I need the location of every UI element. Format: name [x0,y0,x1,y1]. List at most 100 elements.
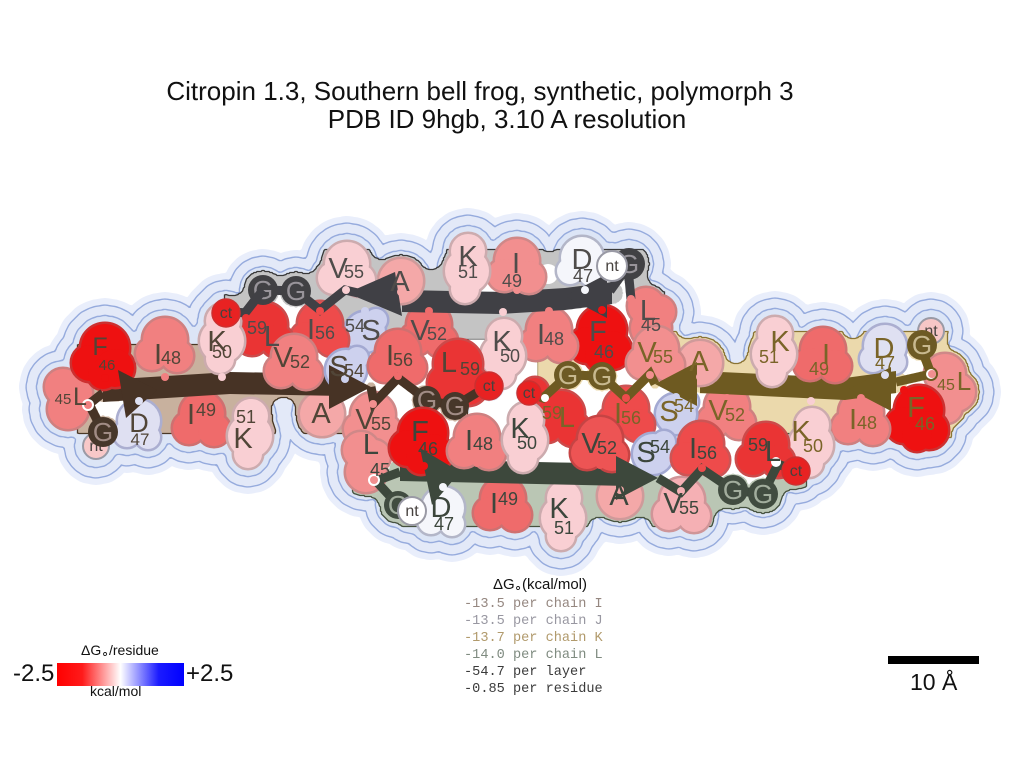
svg-text:F: F [411,416,429,448]
svg-text:46: 46 [594,342,614,362]
svg-text:ct: ct [523,385,536,402]
svg-text:kcal/mol: kcal/mol [90,683,141,699]
svg-text:G: G [723,475,743,505]
svg-text:nt: nt [405,503,419,520]
svg-text:V: V [410,315,430,347]
svg-text:PDB ID 9hgb, 3.10 A resolution: PDB ID 9hgb, 3.10 A resolution [328,104,686,134]
svg-text:49: 49 [196,400,216,420]
svg-text:G: G [558,360,578,390]
svg-text:51: 51 [759,347,779,367]
svg-text:-54.7 per layer: -54.7 per layer [464,665,586,680]
svg-text:I: I [512,248,520,280]
svg-text:V: V [328,253,348,285]
svg-text:∘: ∘ [101,646,109,661]
svg-text:V: V [708,395,728,427]
svg-text:I: I [187,399,195,431]
svg-text:46: 46 [99,357,116,374]
svg-text:K: K [791,416,811,448]
svg-text:G: G [93,417,113,447]
svg-text:V: V [663,488,683,520]
svg-text:54: 54 [650,437,670,457]
svg-text:45: 45 [641,315,661,335]
svg-text:V: V [581,428,601,460]
svg-text:A: A [390,266,410,298]
svg-text:54: 54 [345,316,365,336]
svg-text:F: F [92,333,107,361]
svg-text:∘: ∘ [514,580,522,595]
svg-text:I: I [537,319,545,351]
svg-text:A: A [609,480,629,512]
svg-text:48: 48 [544,329,564,349]
svg-text:G: G [286,276,306,306]
svg-text:L: L [441,347,457,379]
svg-text:S: S [659,396,678,428]
svg-text:K: K [510,413,530,445]
svg-text:48: 48 [473,434,493,454]
svg-text:48: 48 [161,348,181,368]
svg-text:59: 59 [247,318,267,338]
svg-text:S: S [361,315,380,347]
svg-text:V: V [637,337,657,369]
svg-text:L: L [73,383,87,411]
svg-text:50: 50 [803,436,823,456]
svg-text:K: K [770,326,790,358]
svg-text:49: 49 [502,271,522,291]
svg-text:51: 51 [236,407,256,427]
svg-text:K: K [233,423,253,455]
svg-text:59: 59 [542,403,562,423]
svg-text:L: L [957,366,971,396]
svg-text:L: L [264,321,280,353]
svg-text:55: 55 [371,414,391,434]
svg-text:50: 50 [212,342,232,362]
svg-text:52: 52 [597,438,617,458]
svg-text:L: L [765,436,781,468]
svg-text:K: K [549,493,569,525]
svg-text:47: 47 [875,353,895,373]
svg-text:K: K [458,241,478,273]
svg-text:D: D [572,244,593,276]
svg-text:51: 51 [458,262,478,282]
svg-text:ct: ct [220,305,233,322]
svg-text:56: 56 [621,408,641,428]
svg-text:47: 47 [573,266,593,286]
svg-text:ct: ct [790,463,803,480]
svg-text:D: D [431,492,452,524]
svg-text:47: 47 [131,430,150,449]
svg-text:G: G [592,361,612,391]
svg-text:-2.5: -2.5 [13,660,54,687]
svg-text:A: A [311,398,331,430]
svg-text:+2.5: +2.5 [186,660,233,687]
svg-text:I: I [822,339,830,371]
svg-text:ΔG: ΔG [81,642,101,658]
svg-text:D: D [129,408,149,438]
svg-text:52: 52 [427,324,447,344]
svg-text:G: G [753,479,773,509]
svg-text:56: 56 [393,350,413,370]
svg-text:56: 56 [315,323,335,343]
svg-text:-13.5 per chain I: -13.5 per chain I [464,597,603,612]
svg-text:S: S [329,351,348,383]
svg-text:(kcal/mol): (kcal/mol) [522,576,587,593]
svg-text:V: V [273,342,293,374]
svg-text:L: L [640,295,656,327]
svg-text:59: 59 [460,359,480,379]
svg-text:49: 49 [498,489,518,509]
svg-text:Citropin 1.3, Southern bell fr: Citropin 1.3, Southern bell frog, synthe… [166,76,793,106]
svg-text:L: L [363,429,379,461]
svg-text:I: I [465,425,473,457]
svg-text:50: 50 [517,433,537,453]
svg-text:G: G [912,330,932,360]
svg-text:10 Å: 10 Å [910,668,958,695]
svg-text:I: I [386,340,394,372]
svg-text:G: G [445,391,465,421]
svg-text:55: 55 [653,347,673,367]
svg-text:45: 45 [370,460,390,480]
svg-text:/residue: /residue [109,642,159,658]
svg-text:ΔG: ΔG [493,576,515,593]
svg-text:I: I [614,398,622,430]
svg-text:48: 48 [857,413,877,433]
svg-text:50: 50 [500,346,520,366]
svg-text:56: 56 [697,443,717,463]
svg-text:-13.5 per chain J: -13.5 per chain J [464,614,603,629]
svg-text:F: F [907,392,925,424]
